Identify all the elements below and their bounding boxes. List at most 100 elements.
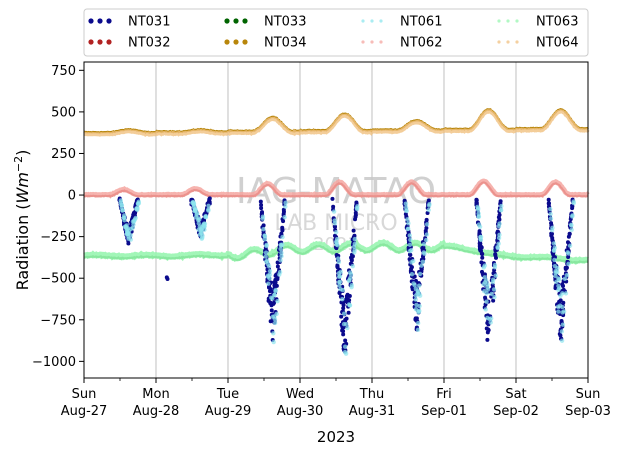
series-NT061-point: [497, 221, 502, 226]
legend-marker-NT064: [497, 40, 501, 44]
series-NT061-point: [264, 242, 269, 248]
series-NT061-point: [283, 204, 288, 209]
series-NT061-point: [484, 299, 489, 304]
series-NT031-point: [477, 229, 482, 234]
series-NT061-point: [278, 243, 284, 248]
legend-label-NT032: NT032: [128, 36, 170, 51]
series-NT061-point: [279, 253, 284, 259]
series-NT061-point: [560, 291, 565, 296]
y-axis-label-suffix: ): [13, 150, 32, 156]
series-NT061-point: [552, 257, 557, 263]
series-NT031-point: [484, 326, 489, 331]
series-NT061-point: [424, 222, 430, 227]
series-NT061-point: [424, 232, 430, 237]
series-NT061-point: [336, 259, 342, 265]
series-NT031-point: [480, 255, 485, 260]
series-NT031-point: [561, 300, 566, 305]
series-NT061-point: [341, 321, 347, 327]
series-NT061-point: [130, 225, 135, 231]
series-NT031-point: [558, 333, 563, 338]
series-NT061-point: [426, 207, 431, 213]
series-NT061-point: [337, 279, 343, 285]
series-NT061-point: [570, 213, 575, 218]
series-NT064: [83, 109, 590, 138]
legend-marker-NT033: [233, 18, 239, 24]
y-tick-label: −1000: [32, 355, 76, 370]
series-NT031-point: [335, 264, 340, 269]
series-NT061-point: [555, 265, 560, 271]
y-axis-label: Radiation (Wm−2): [12, 150, 33, 291]
series-NT031-point: [268, 319, 273, 324]
series-NT063: [83, 238, 589, 266]
series-NT031-point: [570, 206, 575, 211]
series-NT061-point: [200, 235, 205, 240]
series-NT061-point: [485, 287, 491, 292]
series-NT061-point: [405, 226, 411, 232]
series-NT061-point: [491, 287, 497, 292]
series-NT031-point: [275, 260, 280, 265]
series-NT031-point: [281, 219, 286, 224]
series-NT061-point: [131, 219, 137, 224]
series-NT061-point: [272, 292, 277, 298]
series-NT061-point: [342, 349, 348, 355]
series-NT061-point: [283, 200, 288, 206]
series-NT061-point: [194, 212, 199, 217]
legend-marker-NT062: [370, 40, 374, 44]
series-NT061-point: [407, 242, 413, 248]
series-NT061-point: [203, 213, 209, 219]
series-NT061-point: [489, 316, 494, 321]
legend-label-NT063: NT063: [536, 15, 578, 30]
legend-marker-NT063: [515, 19, 519, 23]
series-NT061-point: [201, 221, 207, 226]
series-NT031-point: [165, 277, 170, 282]
series-NT063-mark: [83, 238, 589, 266]
series-NT031-point: [258, 199, 263, 204]
series-NT061-point: [337, 283, 342, 288]
series-NT061-point: [347, 270, 353, 275]
series-NT031-point: [345, 292, 350, 297]
series-NT061-point: [332, 218, 337, 223]
series-NT061-point: [350, 263, 355, 269]
series-NT061-point: [133, 215, 138, 221]
legend-marker-NT064: [506, 40, 510, 44]
series-NT031-point: [485, 321, 490, 326]
x-tick-label-weekday: Thu: [359, 387, 384, 402]
x-tick-label-weekday: Fri: [436, 387, 452, 402]
series-NT061-point: [416, 291, 422, 297]
series-NT061-point: [567, 243, 573, 248]
series-NT061-point: [554, 279, 559, 285]
x-tick-label-date: Aug-27: [61, 404, 108, 419]
legend-marker-NT033: [224, 18, 230, 24]
series-NT061-point: [124, 223, 129, 228]
series-NT061-point: [263, 254, 268, 259]
series-NT061-point: [345, 325, 350, 331]
series-NT061-point: [564, 273, 570, 278]
series-NT061-point: [262, 233, 268, 239]
series-NT061-point: [352, 250, 357, 255]
series-NT031-point: [274, 283, 279, 288]
series-NT061-point: [349, 283, 354, 288]
series-NT031-point: [551, 252, 556, 257]
series-NT061-point: [557, 286, 562, 291]
series-NT061-point: [499, 203, 504, 209]
series-NT061-point: [408, 247, 414, 253]
legend-marker-NT063: [506, 19, 510, 23]
legend-marker-NT032: [88, 39, 94, 45]
series-NT062: [83, 178, 590, 199]
series-NT061-point: [278, 246, 283, 252]
y-tick-label: 500: [51, 105, 76, 120]
series-NT061-point: [559, 338, 565, 343]
series-NT031-point: [560, 282, 565, 287]
legend-marker-NT031: [106, 18, 112, 24]
series-NT061-point: [569, 227, 574, 232]
series-NT061-point: [408, 237, 413, 242]
x-axis: Sun Aug-27 Mon Aug-28 Tue Aug-29 Wed Aug-30 Thu A…: [61, 378, 611, 419]
series-NT061-point: [427, 201, 432, 207]
grid: [155, 62, 517, 378]
series-NT061-point: [135, 206, 140, 212]
series-NT061-point: [337, 273, 343, 279]
x-axis-label: 2023: [317, 428, 355, 446]
x-tick-label-date: Aug-31: [349, 404, 396, 419]
series-NT031-point: [479, 269, 484, 274]
